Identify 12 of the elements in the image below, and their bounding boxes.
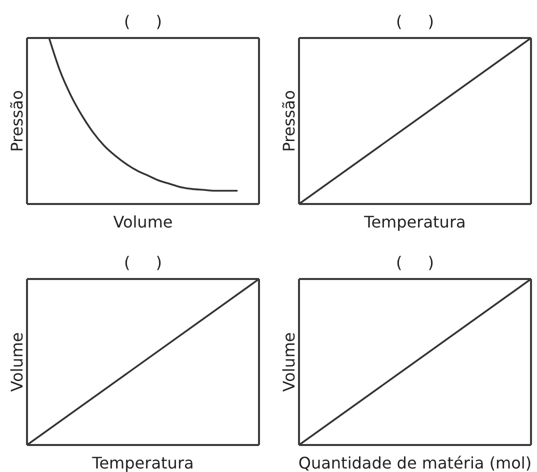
y-axis-title: Volume: [8, 332, 27, 392]
y-axis-title: Volume: [280, 332, 299, 392]
x-axis-title: Temperatura: [363, 212, 466, 232]
chart-title: ( ): [395, 12, 435, 32]
chart-title: ( ): [123, 12, 163, 32]
x-axis-title: Temperatura: [91, 454, 194, 472]
x-axis-title: Quantidade de matéria (mol): [298, 454, 532, 472]
chart-title: ( ): [395, 253, 435, 273]
chart-title: ( ): [123, 253, 163, 273]
y-axis-title: Pressão: [8, 90, 27, 152]
x-axis-title: Volume: [113, 212, 173, 232]
y-axis-title: Pressão: [280, 90, 299, 152]
